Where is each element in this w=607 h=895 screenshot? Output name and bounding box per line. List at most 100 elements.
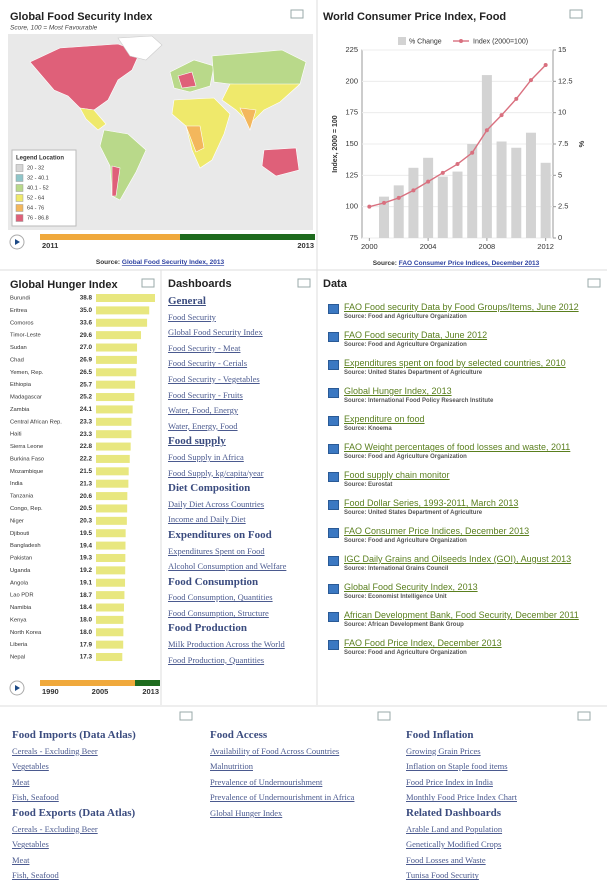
timeline-label: 2013 bbox=[297, 241, 314, 250]
related-link[interactable]: Monthly Food Price Index Chart bbox=[406, 792, 517, 803]
section-heading[interactable]: General bbox=[168, 295, 206, 307]
value-label: 20.3 bbox=[80, 518, 93, 525]
link-column: Food Access Availability of Food Across C… bbox=[210, 728, 354, 822]
related-link[interactable]: Cereals - Excluding Beer bbox=[12, 745, 98, 756]
data-link[interactable]: IGC Daily Grains and Oilseeds Index (GOI… bbox=[344, 554, 572, 564]
data-link[interactable]: FAO Food security Data, June 2012 bbox=[344, 330, 488, 340]
line-marker bbox=[440, 170, 445, 175]
related-link[interactable]: Meat bbox=[12, 776, 30, 787]
data-link[interactable]: FAO Food Price Index, December 2013 bbox=[344, 638, 502, 648]
bar bbox=[96, 541, 126, 550]
related-link[interactable]: Food Losses and Waste bbox=[406, 854, 486, 865]
region bbox=[211, 49, 307, 87]
menu-button[interactable] bbox=[577, 711, 591, 721]
data-link[interactable]: Global Food Security Index, 2013 bbox=[344, 582, 478, 592]
bar bbox=[379, 196, 390, 238]
dashboard-link[interactable]: Food Security - Cerials bbox=[168, 358, 248, 369]
data-link[interactable]: FAO Weight percentages of food losses an… bbox=[344, 442, 571, 452]
source-link[interactable]: Global Food Security Index, 2013 bbox=[122, 259, 225, 266]
data-link[interactable]: FAO Consumer Price Indices, December 201… bbox=[344, 526, 530, 536]
dashboard-link[interactable]: Food Security bbox=[168, 311, 216, 322]
dashboard-link[interactable]: Food Security - Meat bbox=[168, 342, 241, 353]
related-link[interactable]: Meat bbox=[12, 854, 30, 865]
related-link[interactable]: Inflation on Staple food items bbox=[406, 761, 508, 772]
data-link[interactable]: Global Hunger Index, 2013 bbox=[344, 386, 452, 396]
related-link[interactable]: Growing Grain Prices bbox=[406, 745, 481, 756]
bar bbox=[96, 380, 136, 389]
value-label: 29.6 bbox=[80, 332, 93, 339]
menu-button[interactable] bbox=[297, 278, 311, 288]
data-link[interactable]: African Development Bank, Food Security,… bbox=[344, 610, 579, 620]
dashboard-link[interactable]: Expenditures Spent on Food bbox=[168, 545, 265, 556]
related-link[interactable]: Global Hunger Index bbox=[210, 807, 283, 818]
related-link[interactable]: Fish, Seafood bbox=[12, 792, 59, 803]
section-heading: Food Imports (Data Atlas) bbox=[12, 729, 136, 741]
related-link[interactable]: Arable Land and Population bbox=[406, 823, 503, 834]
data-source: Source: International Grains Council bbox=[344, 566, 449, 572]
related-link[interactable]: Vegetables bbox=[12, 839, 49, 850]
value-label: 26.9 bbox=[80, 357, 93, 364]
dashboard-link[interactable]: Food Production, Quantities bbox=[168, 654, 265, 665]
bar bbox=[96, 393, 135, 402]
x-tick-label: 2008 bbox=[479, 242, 496, 251]
bar bbox=[96, 318, 148, 327]
menu-button[interactable] bbox=[179, 711, 193, 721]
section-heading: Related Dashboards bbox=[406, 806, 502, 819]
dashboard-link[interactable]: Income and Daily Diet bbox=[168, 514, 246, 525]
dashboard-link[interactable]: Daily Diet Across Countries bbox=[168, 498, 265, 509]
menu-button[interactable] bbox=[377, 711, 391, 721]
data-icon bbox=[328, 304, 339, 314]
data-item: Food supply chain monitor Source: Eurosta… bbox=[328, 470, 594, 490]
timeline-bar[interactable] bbox=[40, 234, 180, 240]
dashboard-link[interactable]: Food Consumption, Structure bbox=[168, 607, 269, 618]
dashboard-link[interactable]: Food Supply, kg/capita/year bbox=[168, 467, 264, 478]
timeline-bar[interactable] bbox=[40, 680, 135, 686]
related-link[interactable]: Food Price Index in India bbox=[406, 776, 493, 787]
line-marker bbox=[411, 188, 416, 193]
menu-button[interactable] bbox=[569, 9, 583, 19]
related-link[interactable]: Availability of Food Across Countries bbox=[210, 745, 340, 756]
related-link[interactable]: Prevalence of Undernourishment in Africa bbox=[210, 792, 355, 803]
timeline-bar[interactable] bbox=[180, 234, 315, 240]
related-link[interactable]: Prevalence of Undernourishment bbox=[210, 776, 323, 787]
dashboard-link[interactable]: Water, Energy, Food bbox=[168, 420, 238, 431]
related-link[interactable]: Genetically Modified Crops bbox=[406, 839, 502, 850]
menu-button[interactable] bbox=[290, 9, 304, 19]
bar bbox=[96, 516, 127, 525]
legend-swatch bbox=[15, 194, 24, 202]
category-label: Chad bbox=[10, 357, 24, 363]
dashboard-link[interactable]: Global Food Security Index bbox=[168, 327, 263, 338]
dashboard-link[interactable]: Food Security - Fruits bbox=[168, 389, 243, 400]
source-link[interactable]: FAO Consumer Price Indices, December 201… bbox=[399, 260, 540, 267]
dashboard-link[interactable]: Food Consumption, Quantities bbox=[168, 592, 273, 603]
dashboard-link[interactable]: Water, Food, Energy bbox=[168, 405, 239, 416]
menu-button[interactable] bbox=[141, 278, 155, 288]
dashboard-link[interactable]: Alcohol Consumption and Welfare bbox=[168, 561, 287, 572]
dashboard-link[interactable]: Food Security - Vegetables bbox=[168, 373, 260, 384]
world-map bbox=[29, 35, 307, 201]
dashboard-link[interactable]: Milk Production Across the World bbox=[168, 639, 285, 650]
data-item: Global Food Security Index, 2013 Source: … bbox=[328, 582, 594, 602]
related-link[interactable]: Cereals - Excluding Beer bbox=[12, 823, 98, 834]
related-link[interactable]: Fish, Seafood bbox=[12, 870, 59, 881]
data-icon bbox=[328, 584, 339, 594]
data-link[interactable]: Food supply chain monitor bbox=[344, 470, 450, 480]
menu-button[interactable] bbox=[587, 278, 601, 288]
data-source: Source: Eurostat bbox=[344, 482, 393, 488]
data-link[interactable]: Expenditures spent on food by selected c… bbox=[344, 358, 566, 368]
related-link[interactable]: Malnutrition bbox=[210, 761, 253, 772]
dashboard-link[interactable]: Food Supply in Africa bbox=[168, 451, 244, 462]
timeline-bar[interactable] bbox=[135, 680, 160, 686]
panel-title: Data bbox=[323, 278, 347, 290]
data-link[interactable]: Expenditure on food bbox=[344, 414, 425, 424]
panel-title: Global Hunger Index bbox=[10, 279, 118, 291]
section-heading[interactable]: Food supply bbox=[168, 435, 226, 448]
related-link[interactable]: Tunisa Food Security bbox=[406, 870, 479, 881]
bar bbox=[96, 306, 150, 315]
data-link[interactable]: FAO Food security Data by Food Groups/It… bbox=[344, 302, 579, 312]
related-link[interactable]: Vegetables bbox=[12, 761, 49, 772]
data-link[interactable]: Food Dollar Series, 1993-2011, March 201… bbox=[344, 498, 519, 508]
x-tick-label: 2012 bbox=[537, 242, 554, 251]
bar bbox=[96, 529, 126, 538]
